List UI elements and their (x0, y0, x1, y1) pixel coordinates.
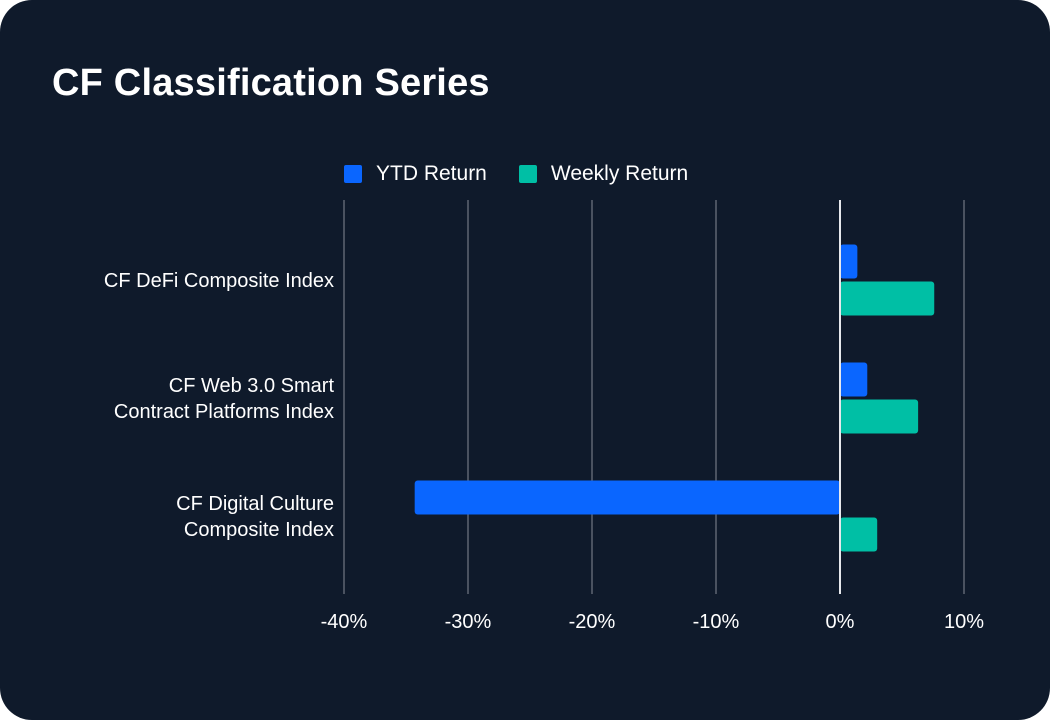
category-label-line: CF Web 3.0 Smart (169, 375, 335, 397)
bar-weekly-2[interactable] (840, 399, 919, 434)
legend-swatch-weekly (518, 165, 537, 183)
legend-swatch-ytd (344, 165, 362, 183)
bar-weekly-3[interactable] (840, 517, 878, 552)
legend-item-ytd[interactable]: YTD Return (344, 162, 487, 186)
bar-ytd-3[interactable] (414, 480, 840, 515)
category-label-line: Contract Platforms Index (114, 401, 334, 423)
legend: YTD Return Weekly Return (344, 160, 688, 188)
category-label-2: CF Web 3.0 Smart Contract Platforms Index (114, 375, 335, 423)
category-label-3: CF Digital Culture Composite Index (176, 493, 334, 541)
bar-ytd-2[interactable] (840, 362, 868, 397)
category-label-line: CF Digital Culture (176, 493, 334, 515)
legend-item-weekly[interactable]: Weekly Return (518, 162, 689, 186)
category-label-line: CF DeFi Composite Index (104, 270, 334, 292)
chart-title: CF Classification Series (52, 62, 490, 104)
category-label-line: Composite Index (184, 519, 334, 541)
x-tick-label: -10% (693, 611, 740, 633)
category-label-1: CF DeFi Composite Index (104, 270, 334, 292)
x-tick-label: -40% (321, 611, 368, 633)
bar-ytd-1[interactable] (840, 244, 858, 279)
legend-label-weekly: Weekly Return (550, 162, 689, 185)
bar-weekly-1[interactable] (840, 281, 935, 316)
x-tick-label: 10% (944, 611, 984, 633)
legend-label-ytd: YTD Return (376, 162, 487, 185)
x-tick-label: 0% (826, 611, 855, 633)
x-tick-label: -20% (569, 611, 616, 633)
x-tick-label: -30% (445, 611, 492, 633)
